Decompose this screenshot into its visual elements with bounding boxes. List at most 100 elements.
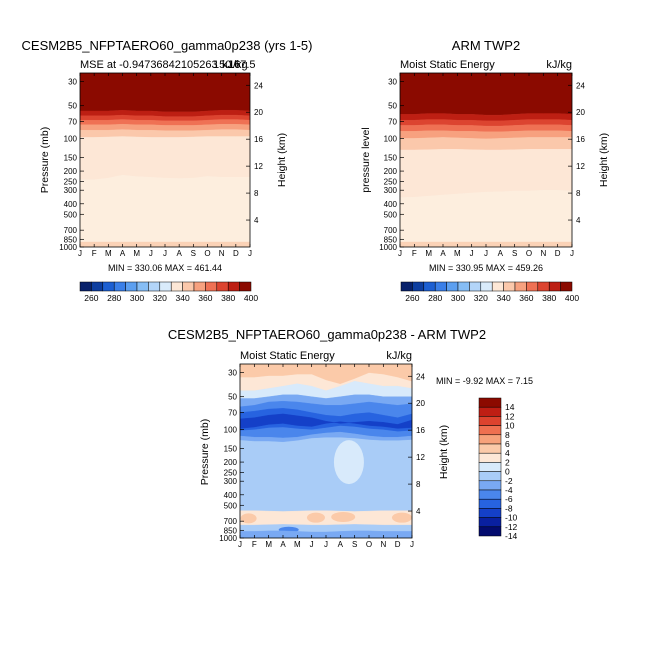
y-right-tick-label: 24 (254, 81, 263, 90)
colorbar-label: -2 (505, 476, 513, 486)
min-max-stats: MIN = -9.92 MAX = 7.15 (436, 376, 533, 386)
colorbar-label: -4 (505, 485, 513, 495)
colorbar-label: 340 (176, 293, 190, 303)
x-tick-label: J (570, 249, 574, 258)
y-tick-label: 700 (224, 517, 238, 526)
x-tick-label: J (410, 540, 414, 549)
contour-band-400 (400, 73, 572, 116)
y-tick-label: 850 (384, 235, 398, 244)
colorbar-swatch (136, 281, 149, 292)
x-tick-label: F (412, 249, 417, 258)
contour-field (240, 364, 412, 538)
y-right-tick-label: 12 (576, 162, 585, 171)
x-tick-label: A (440, 249, 446, 258)
x-tick-label: S (512, 249, 517, 258)
y-right-tick-label: 16 (416, 426, 425, 435)
diff-patch-positive (331, 511, 356, 522)
colorbar-swatch (526, 281, 539, 292)
colorbar-label: -10 (505, 513, 518, 523)
x-tick-label: J (163, 249, 167, 258)
x-tick-label: M (425, 249, 432, 258)
colorbar-swatch (91, 281, 104, 292)
y-tick-label: 70 (228, 409, 237, 418)
x-tick-label: S (191, 249, 196, 258)
panel-subtitle: Moist Static Energy (240, 350, 335, 362)
colorbar-swatch (125, 281, 138, 292)
y-tick-label: 400 (224, 491, 238, 500)
panel-title: ARM TWP2 (452, 38, 520, 53)
colorbar-label: 320 (474, 293, 488, 303)
colorbar-label: 12 (505, 411, 515, 421)
y-tick-label: 500 (224, 501, 238, 510)
colorbar-label: 360 (519, 293, 533, 303)
y-tick-label: 70 (388, 118, 397, 127)
y-tick-label: 50 (228, 393, 237, 402)
contour-band-400 (80, 73, 250, 113)
y-tick-label: 200 (64, 167, 78, 176)
x-tick-label: A (280, 540, 286, 549)
y-right-tick-label: 12 (254, 162, 263, 171)
y-axis-label-right: Height (km) (276, 133, 288, 187)
y-right-tick-label: 20 (576, 108, 585, 117)
colorbar-swatch (400, 281, 413, 292)
x-tick-label: A (176, 249, 182, 258)
colorbar-swatch (478, 452, 502, 463)
x-tick-label: M (294, 540, 301, 549)
y-tick-label: 250 (384, 178, 398, 187)
colorbar-label: 260 (84, 293, 98, 303)
colorbar: 260 280 300 320 340 360 380 400 (400, 281, 579, 303)
y-axis-label: pressure level (360, 127, 372, 192)
x-tick-label: D (233, 249, 239, 258)
contour-field (400, 73, 572, 247)
x-tick-label: J (238, 540, 242, 549)
y-tick-label: 700 (384, 226, 398, 235)
colorbar-swatch (478, 508, 502, 518)
colorbar-swatch (560, 281, 573, 292)
x-tick-label: J (470, 249, 474, 258)
x-tick-label: J (149, 249, 153, 258)
panel-title: CESM2B5_NFPTAERO60_gamma0p238 - ARM TWP2 (168, 327, 486, 342)
diff-band-top-positive-2 (240, 364, 412, 385)
x-tick-label: A (498, 249, 504, 258)
colorbar-swatch (434, 281, 447, 292)
y-axis-label-right: Height (km) (438, 425, 450, 479)
y-tick-label: 850 (224, 526, 238, 535)
colorbar-swatch (205, 281, 218, 292)
x-tick-label: M (454, 249, 461, 258)
y-right-tick-label: 16 (254, 135, 263, 144)
colorbar-swatch (412, 281, 425, 292)
y-tick-label: 400 (384, 200, 398, 209)
x-tick-label: M (265, 540, 272, 549)
colorbar-label: 14 (505, 402, 515, 412)
x-tick-label: D (555, 249, 561, 258)
colorbar-swatch (478, 462, 502, 472)
colorbar-swatch (193, 281, 206, 292)
contour-band-330 (400, 189, 572, 243)
diff-band-lower-positive (240, 510, 412, 526)
contour-band-330 (80, 174, 250, 243)
y-tick-label: 200 (224, 458, 238, 467)
y-right-tick-label: 24 (576, 81, 585, 90)
colorbar-swatch (514, 281, 527, 292)
colorbar-swatch (548, 281, 561, 292)
y-axis-label: Pressure (mb) (39, 127, 51, 194)
colorbar-swatch (239, 281, 252, 292)
x-tick-label: M (133, 249, 140, 258)
panel-model: CESM2B5_NFPTAERO60_gamma0p238 (yrs 1-5) … (22, 38, 313, 303)
y-right-tick-label: 20 (416, 399, 425, 408)
colorbar-swatch (478, 480, 502, 491)
colorbar-label: 340 (497, 293, 511, 303)
y-tick-label: 700 (64, 226, 78, 235)
colorbar-swatch (170, 281, 183, 292)
y-right-tick-label: 4 (416, 507, 421, 516)
panel-subtitle: Moist Static Energy (400, 59, 495, 71)
y-right-tick-label: 24 (416, 372, 425, 381)
y-right-tick-label: 20 (254, 108, 263, 117)
x-tick-label: J (310, 540, 314, 549)
y-right-tick-label: 8 (576, 189, 581, 198)
colorbar-label: 4 (505, 448, 510, 458)
colorbar-label: -6 (505, 494, 513, 504)
colorbar-swatch (457, 281, 470, 292)
axes: J F M A M J J A S O N D J305070100150200250300400500… (59, 73, 263, 258)
